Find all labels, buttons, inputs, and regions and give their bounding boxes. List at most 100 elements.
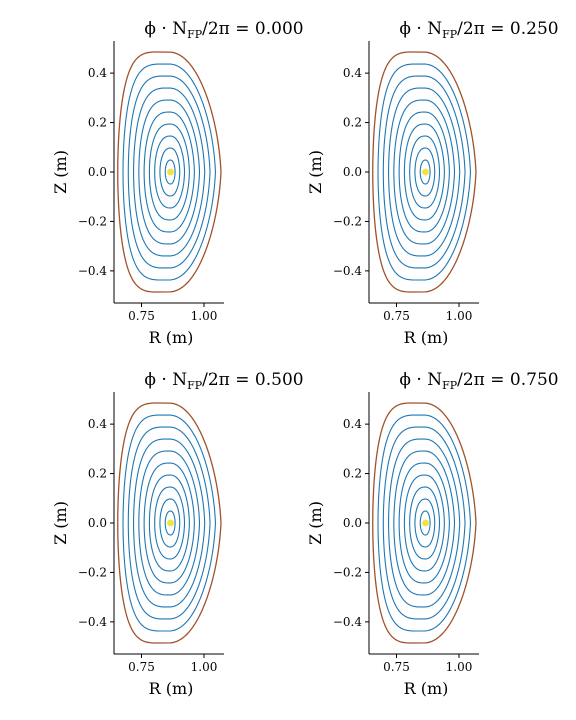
x-tick-label: 0.75: [128, 309, 155, 323]
flux-surface-line: [377, 414, 472, 632]
flux-surface-line: [138, 99, 201, 245]
flux-surface-line: [393, 450, 456, 596]
flux-surface-line: [403, 123, 445, 221]
flux-surface-line: [409, 486, 441, 560]
y-tick-label: 0.2: [88, 116, 107, 130]
x-tick-label: 1.00: [191, 309, 218, 323]
flux-surface-line: [133, 87, 206, 257]
x-axis-label: R (m): [404, 328, 449, 347]
flux-surface-line: [148, 474, 190, 572]
flux-surface-line: [143, 462, 195, 584]
x-tick-label: 1.00: [191, 660, 218, 674]
title-value: 0.500: [255, 370, 304, 390]
flux-surface-line: [154, 486, 186, 560]
title-suffix: /2π =: [457, 370, 510, 390]
flux-surface-line: [382, 426, 466, 620]
title-prefix: ϕ · N: [399, 370, 442, 390]
flux-surface-line: [133, 438, 206, 608]
flux-surface-line: [154, 135, 186, 209]
y-tick-label: −0.4: [333, 615, 363, 629]
y-tick-label: 0.0: [343, 165, 362, 179]
y-tick-label: −0.2: [78, 214, 107, 228]
title-subscript: FP: [187, 28, 203, 41]
y-tick-label: 0.4: [343, 417, 362, 431]
y-tick-label: −0.4: [333, 264, 363, 278]
boundary-surface-line: [117, 51, 222, 293]
x-axis-label: R (m): [404, 679, 449, 698]
title-value: 0.750: [510, 370, 559, 390]
y-tick-label: −0.2: [78, 565, 107, 579]
flux-surface-line: [164, 159, 176, 185]
y-axis-label: Z (m): [306, 150, 325, 194]
y-tick-label: 0.0: [88, 165, 107, 179]
flux-surface-line: [122, 63, 217, 281]
title-subscript: FP: [187, 379, 203, 392]
y-tick-label: −0.4: [78, 264, 108, 278]
title-subscript: FP: [442, 28, 458, 41]
flux-surface-line: [419, 510, 431, 536]
y-tick-label: 0.4: [343, 66, 362, 80]
flux-surface-line: [409, 135, 441, 209]
flux-surface-line: [414, 498, 436, 548]
panel-title: ϕ · NFP/2π = 0.000: [144, 19, 303, 41]
flux-surface-line: [159, 147, 181, 197]
x-tick-label: 1.00: [446, 660, 473, 674]
title-subscript: FP: [442, 379, 458, 392]
title-suffix: /2π =: [202, 19, 255, 39]
flux-surface-line: [127, 75, 211, 269]
boundary-surface-line: [117, 402, 222, 644]
y-tick-label: 0.0: [343, 516, 362, 530]
x-tick-label: 0.75: [383, 660, 410, 674]
y-tick-label: 0.2: [343, 116, 362, 130]
y-tick-label: −0.2: [333, 214, 362, 228]
flux-surface-line: [143, 111, 195, 233]
flux-surface-line: [382, 75, 466, 269]
flux-surface-line: [414, 147, 436, 197]
y-tick-label: −0.4: [78, 615, 108, 629]
magnetic-axis-point: [167, 519, 174, 527]
y-tick-label: 0.0: [88, 516, 107, 530]
y-axis-label: Z (m): [51, 501, 70, 545]
y-tick-label: 0.4: [88, 66, 107, 80]
magnetic-axis-point: [422, 168, 429, 176]
x-tick-label: 1.00: [446, 309, 473, 323]
magnetic-axis-point: [422, 519, 429, 527]
x-tick-label: 0.75: [383, 309, 410, 323]
chart-panel-3: −0.4 −0.2 0.0 0.2 0.4 0.75 1.00 R (m) Z (m) ϕ · N…: [306, 370, 559, 698]
flux-surface-line: [122, 414, 217, 632]
flux-surface-line: [127, 426, 211, 620]
chart-panel-2: −0.4 −0.2 0.0 0.2 0.4 0.75 1.00 R (m) Z (m) ϕ · N…: [51, 370, 304, 698]
panel-title: ϕ · NFP/2π = 0.250: [399, 19, 558, 41]
x-axis-label: R (m): [149, 328, 194, 347]
flux-surface-line: [398, 462, 450, 584]
chart-panel-1: −0.4 −0.2 0.0 0.2 0.4 0.75 1.00 R (m) Z (m) ϕ · N…: [306, 19, 559, 347]
y-tick-label: 0.2: [88, 467, 107, 481]
title-prefix: ϕ · N: [144, 19, 187, 39]
flux-surface-line: [388, 438, 461, 608]
magnetic-axis-point: [167, 168, 174, 176]
title-prefix: ϕ · N: [399, 19, 442, 39]
flux-surface-line: [159, 498, 181, 548]
panel-title: ϕ · NFP/2π = 0.500: [144, 370, 303, 392]
boundary-surface-line: [372, 402, 477, 644]
flux-surface-line: [403, 474, 445, 572]
flux-surface-line: [377, 63, 472, 281]
y-axis-label: Z (m): [306, 501, 325, 545]
flux-surface-line: [398, 111, 450, 233]
title-value: 0.000: [255, 19, 304, 39]
flux-surface-line: [393, 99, 456, 245]
title-prefix: ϕ · N: [144, 370, 187, 390]
title-suffix: /2π =: [457, 19, 510, 39]
flux-surface-line: [419, 159, 431, 185]
x-axis-label: R (m): [149, 679, 194, 698]
y-axis-label: Z (m): [51, 150, 70, 194]
chart-panel-0: −0.4 −0.2 0.0 0.2 0.4 0.75 1.00 R (m) Z (m) ϕ · N…: [51, 19, 304, 347]
flux-surface-line: [164, 510, 176, 536]
boundary-surface-line: [372, 51, 477, 293]
panel-title: ϕ · NFP/2π = 0.750: [399, 370, 558, 392]
flux-surface-line: [138, 450, 201, 596]
x-tick-label: 0.75: [128, 660, 155, 674]
y-tick-label: 0.2: [343, 467, 362, 481]
title-suffix: /2π =: [202, 370, 255, 390]
